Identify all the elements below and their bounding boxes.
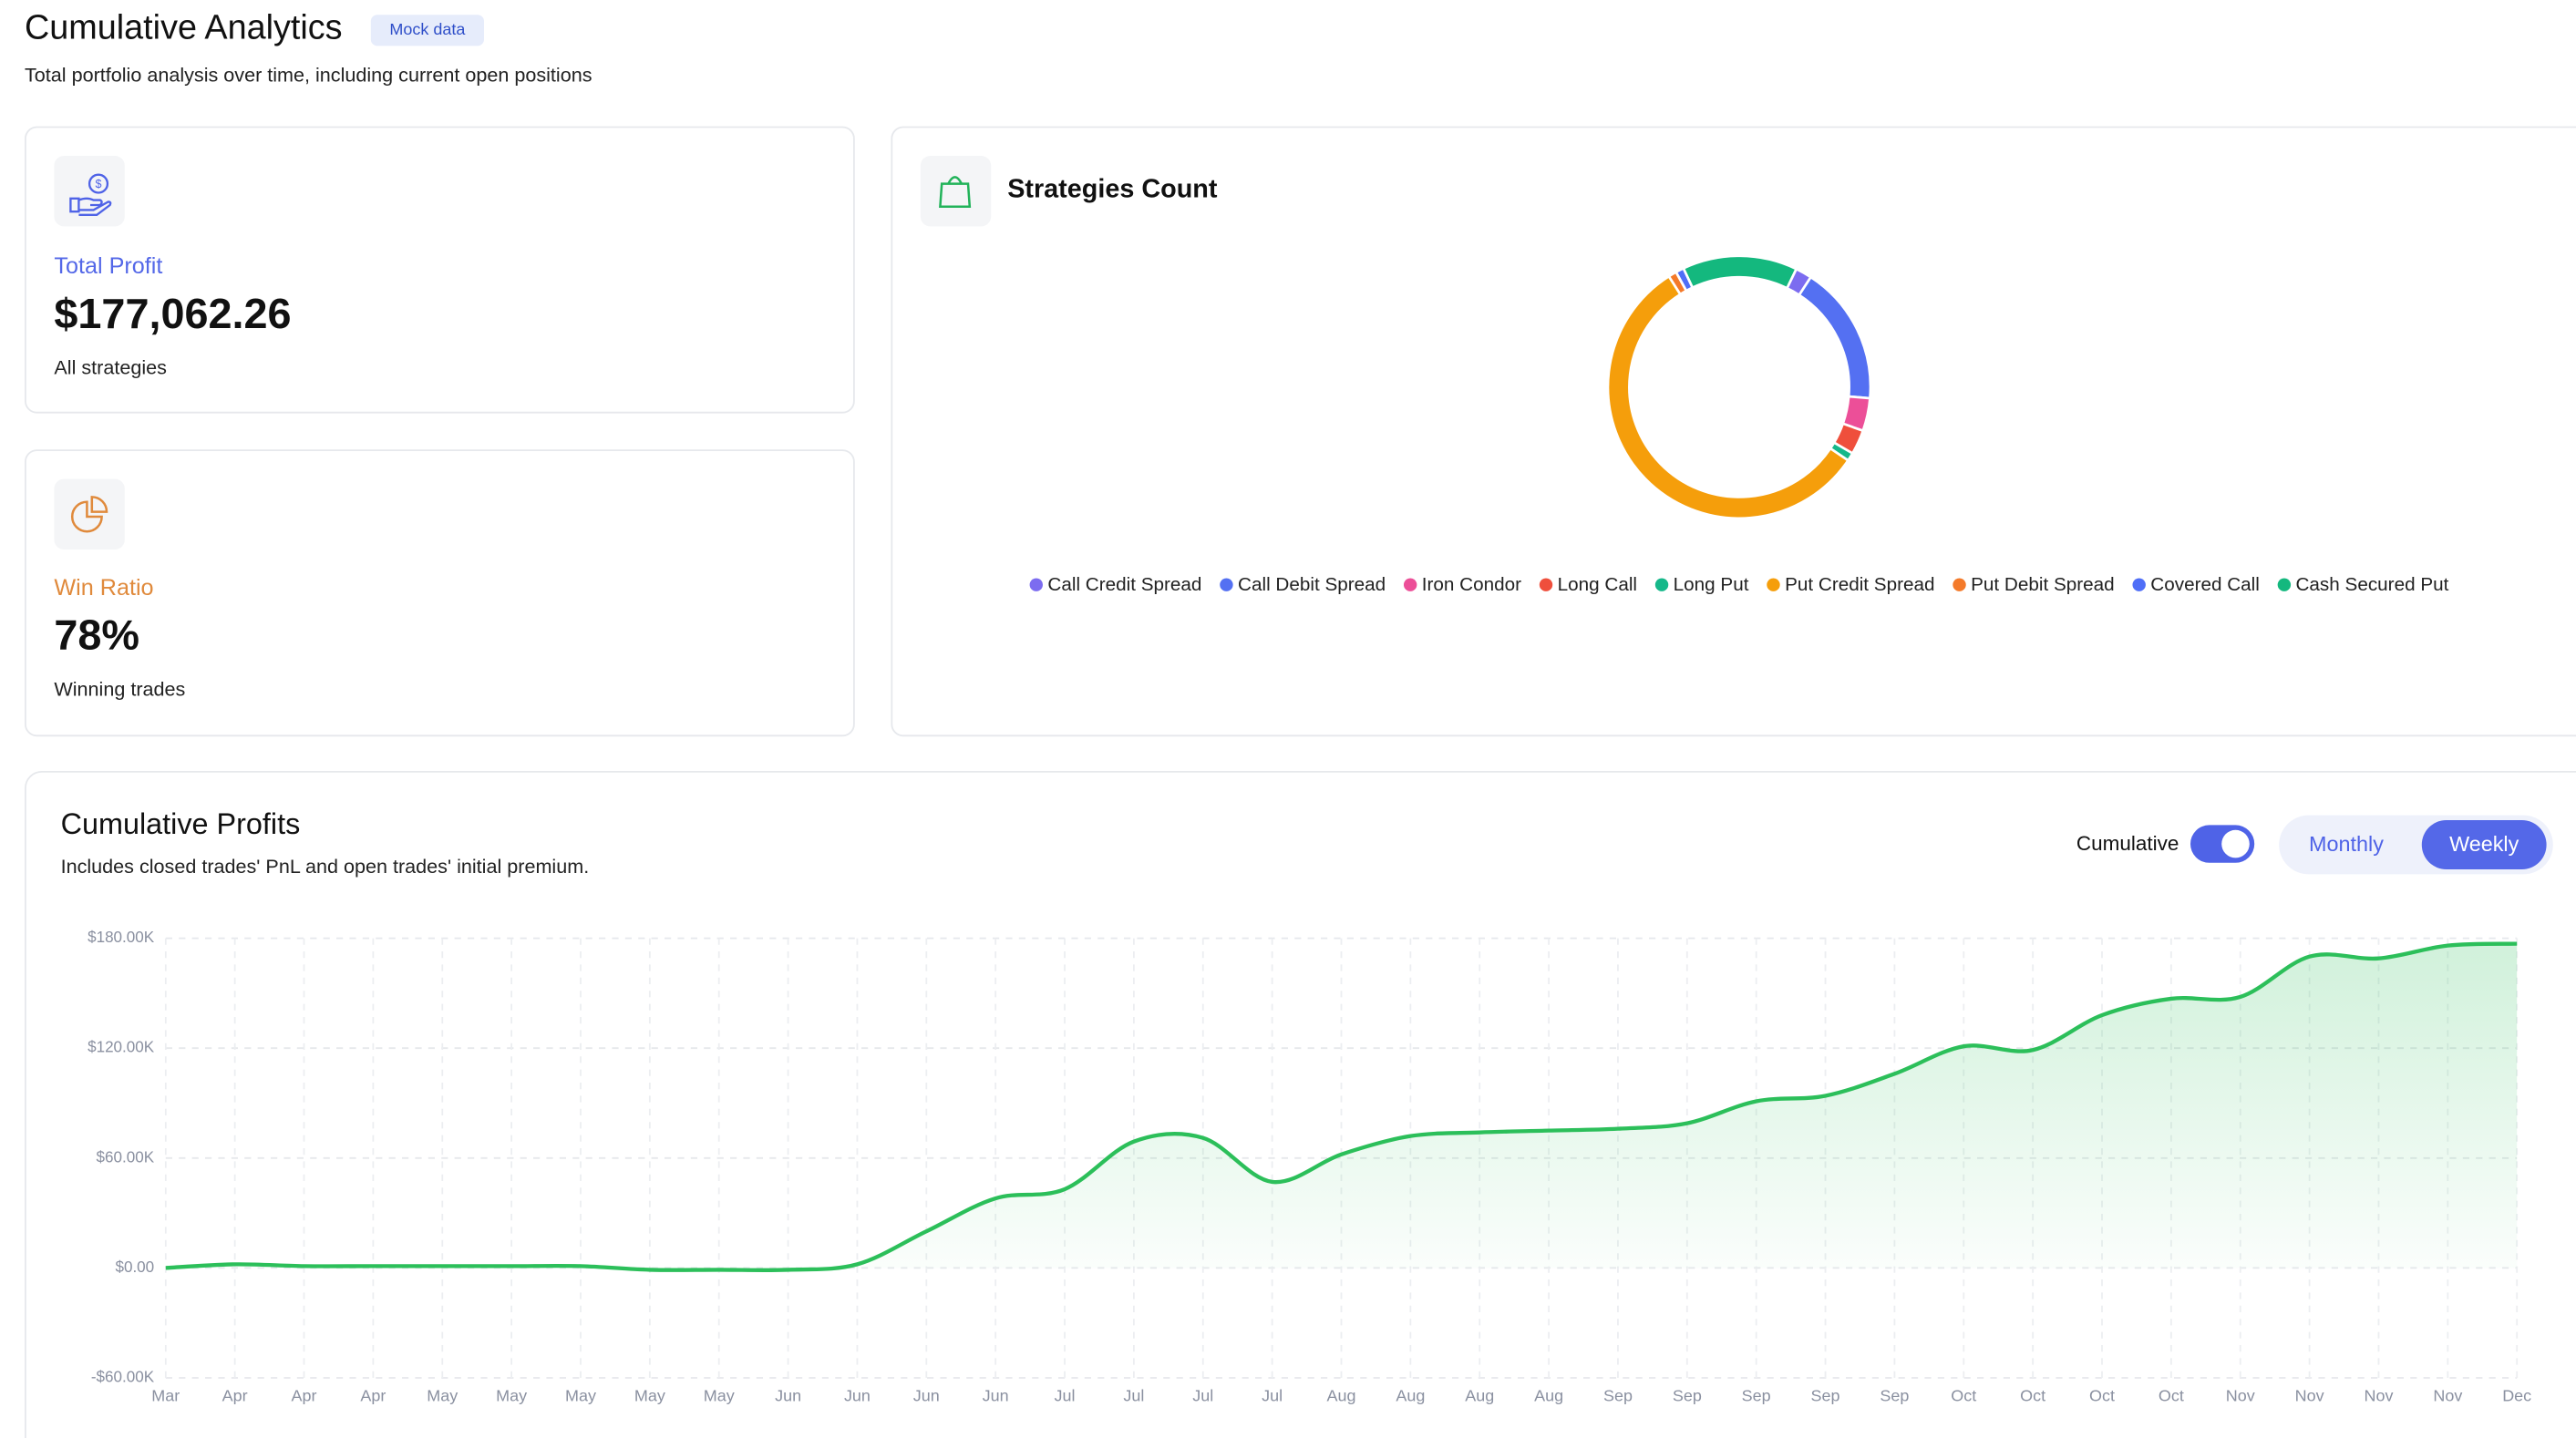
chart-title: Cumulative Profits	[61, 807, 301, 840]
segment-option[interactable]: Monthly	[2309, 832, 2384, 856]
stat-label: Total Profit	[54, 253, 162, 279]
x-tick-label: May	[427, 1386, 458, 1404]
y-tick-label: $120.00K	[88, 1039, 155, 1056]
stat-value: 78%	[54, 611, 139, 659]
segment-option[interactable]: Weekly	[2449, 832, 2519, 856]
toggle-label: Cumulative	[2076, 832, 2179, 855]
legend-label: Put Credit Spread	[1785, 574, 1934, 595]
x-tick-label: Jun	[983, 1386, 1009, 1404]
pie-icon	[70, 496, 108, 533]
x-tick-label: Jul	[1192, 1386, 1213, 1404]
x-tick-label: Apr	[222, 1386, 248, 1404]
toggle-knob[interactable]	[2221, 829, 2250, 858]
x-tick-label: May	[565, 1386, 596, 1404]
badge: Mock data	[389, 20, 465, 38]
x-tick-label: Nov	[2433, 1386, 2462, 1404]
y-tick-label: $0.00	[115, 1258, 154, 1276]
area	[165, 943, 2518, 1270]
legend-swatch	[1220, 578, 1233, 591]
page-title: Cumulative Analytics	[25, 8, 343, 46]
legend-swatch	[1403, 578, 1417, 591]
legend-label: Long Call	[1558, 574, 1637, 595]
x-tick-label: Sep	[1673, 1386, 1702, 1404]
legend-label: Long Put	[1674, 574, 1749, 595]
x-tick-label: Apr	[292, 1386, 317, 1404]
legend-swatch	[1029, 578, 1044, 591]
legend-swatch	[2277, 578, 2292, 591]
legend-swatch	[1654, 578, 1669, 591]
x-tick-label: Aug	[1534, 1386, 1563, 1404]
icon-box	[54, 478, 125, 550]
x-tick-label: Aug	[1326, 1386, 1355, 1404]
donut-segment	[1682, 254, 1798, 291]
y-tick-label: -$60.00K	[91, 1369, 155, 1386]
x-tick-label: Jun	[775, 1386, 801, 1404]
x-tick-label: May	[496, 1386, 527, 1404]
segments: Monthly Weekly	[2309, 819, 2547, 869]
page-subtitle: Total portfolio analysis over time, incl…	[25, 63, 592, 86]
x-tick-label: Aug	[1465, 1386, 1494, 1404]
x-tick-label: May	[634, 1386, 665, 1404]
strategies-card	[891, 126, 2576, 737]
legend-label: Cash Secured Put	[2295, 574, 2448, 595]
donut-segment	[1606, 274, 1850, 520]
x-tick-label: Nov	[2364, 1386, 2393, 1404]
toggle[interactable]	[2190, 825, 2255, 863]
bag-icon	[939, 176, 972, 209]
stat-card	[25, 126, 855, 414]
legend-swatch	[1953, 578, 1966, 591]
x-tick-label: Oct	[2159, 1386, 2184, 1404]
stat-card	[25, 449, 855, 737]
chart-subtitle: Includes closed trades' PnL and open tra…	[61, 855, 590, 878]
chart-title: Strategies Count	[1007, 174, 1218, 203]
x-tick-label: Jul	[1055, 1386, 1076, 1404]
y-tick-label: $180.00K	[88, 929, 155, 946]
stat-value: $177,062.26	[54, 290, 291, 337]
icon-box	[54, 155, 125, 227]
x-tick-label: Jul	[1123, 1386, 1144, 1404]
legend: Call Credit Spread Call Debit Spread Iron …	[1029, 574, 2449, 595]
x-tick-label: Sep	[1880, 1386, 1909, 1404]
x-tick-label: Nov	[2226, 1386, 2255, 1404]
donut	[1606, 254, 1872, 520]
x-tick-label: Sep	[1742, 1386, 1771, 1404]
x-tick-label: Dec	[2502, 1386, 2531, 1404]
legend-label: Iron Condor	[1422, 574, 1521, 595]
legend-label: Call Credit Spread	[1047, 574, 1201, 595]
x-tick-label: May	[704, 1386, 735, 1404]
svg-text:$: $	[96, 178, 102, 190]
stat-caption: All strategies	[54, 356, 167, 379]
legend-swatch	[1539, 578, 1553, 591]
x-tick-label: Oct	[2089, 1386, 2115, 1404]
x-tick-label: Sep	[1811, 1386, 1840, 1404]
line	[165, 941, 2518, 1273]
legend-label: Call Debit Spread	[1238, 574, 1386, 595]
x-tick-label: Oct	[1951, 1386, 1976, 1404]
legend-label: Covered Call	[2150, 574, 2260, 595]
money-icon: $	[69, 173, 112, 216]
x-tick-label: Jun	[844, 1386, 871, 1404]
x-tick-label: Nov	[2295, 1386, 2324, 1404]
legend-swatch	[2132, 578, 2146, 591]
stat-caption: Winning trades	[54, 678, 185, 701]
x-tick-label: Mar	[151, 1386, 180, 1404]
x-tick-label: Apr	[360, 1386, 386, 1404]
badge-bg	[370, 15, 485, 46]
x-tick-label: Jun	[913, 1386, 940, 1404]
x-tick-label: Sep	[1603, 1386, 1633, 1404]
x-tick-label: Jul	[1262, 1386, 1283, 1404]
legend-swatch	[1767, 578, 1780, 591]
legend-label: Put Debit Spread	[1971, 574, 2115, 595]
icon-box	[920, 155, 992, 227]
segment-selected[interactable]	[2421, 819, 2547, 869]
plot: -$60.00K $0.00 $60.00K $120.00K $180.00K Mar A…	[88, 929, 2531, 1404]
x-tick-label: Aug	[1396, 1386, 1425, 1404]
y-tick-label: $60.00K	[97, 1148, 155, 1166]
stat-label: Win Ratio	[54, 575, 153, 601]
x-tick-label: Oct	[2020, 1386, 2045, 1404]
